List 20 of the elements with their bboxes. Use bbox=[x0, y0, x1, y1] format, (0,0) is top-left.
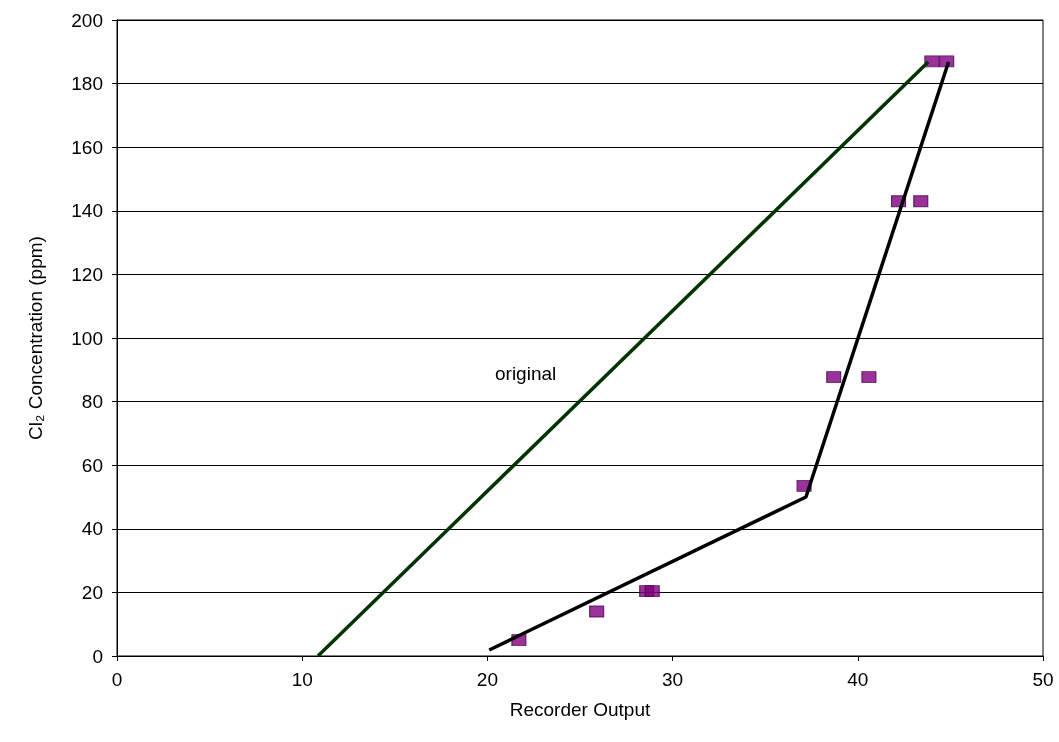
y-tick-label: 80 bbox=[81, 391, 103, 413]
x-axis-title: Recorder Output bbox=[509, 699, 651, 720]
x-tick-label: 50 bbox=[1032, 669, 1054, 690]
x-tick-label: 30 bbox=[662, 669, 684, 690]
y-tick-label: 100 bbox=[71, 327, 103, 349]
x-tick-label: 0 bbox=[111, 669, 123, 690]
y-tick-label: 120 bbox=[71, 263, 103, 285]
y-tick-label: 160 bbox=[71, 136, 103, 158]
y-tick-label: 40 bbox=[81, 518, 103, 540]
x-tick-label: 10 bbox=[291, 669, 313, 690]
y-tick-label: 0 bbox=[92, 645, 103, 667]
x-tick-label: 20 bbox=[476, 669, 498, 690]
y-tick-label: 180 bbox=[71, 73, 103, 95]
y-tick-label: 140 bbox=[71, 200, 103, 222]
y-tick-label: 60 bbox=[81, 454, 103, 476]
annotation: original bbox=[495, 363, 557, 384]
y-tick-label: 20 bbox=[81, 581, 103, 603]
y-axis-title: Cl₂ Concentration (ppm) bbox=[25, 236, 46, 440]
y-tick-label: 200 bbox=[71, 9, 103, 31]
x-tick-label: 40 bbox=[847, 669, 869, 690]
